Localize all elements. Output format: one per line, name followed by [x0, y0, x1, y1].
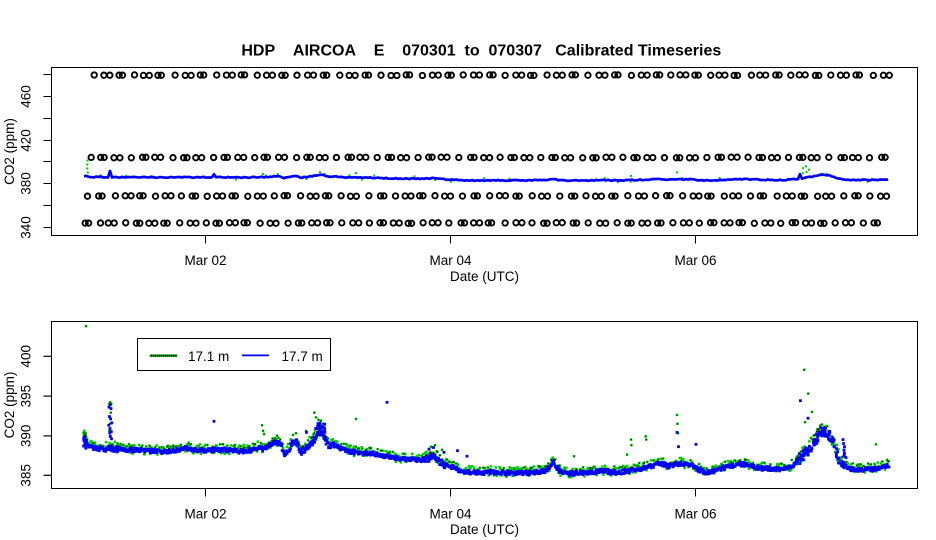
svg-text:390: 390 — [19, 425, 34, 448]
svg-text:17.1 m: 17.1 m — [188, 349, 229, 364]
svg-text:Mar 04: Mar 04 — [429, 253, 472, 268]
svg-text:CO2 (ppm): CO2 (ppm) — [2, 372, 17, 439]
svg-text:17.7 m: 17.7 m — [282, 349, 323, 364]
svg-text:380: 380 — [19, 172, 34, 195]
svg-text:HDP AIRCOA E 070301: HDP AIRCOA E 070301 to 070307 Calibrated… — [241, 43, 721, 60]
svg-text:Mar 02: Mar 02 — [184, 253, 226, 268]
svg-text:Date (UTC): Date (UTC) — [450, 269, 519, 284]
svg-text:CO2 (ppm): CO2 (ppm) — [2, 118, 17, 185]
svg-text:460: 460 — [19, 85, 34, 108]
svg-text:Date (UTC): Date (UTC) — [450, 522, 519, 537]
svg-text:Mar 04: Mar 04 — [429, 507, 472, 522]
svg-text:420: 420 — [19, 129, 34, 152]
svg-text:385: 385 — [19, 464, 34, 487]
svg-text:Mar 06: Mar 06 — [674, 507, 716, 522]
svg-text:400: 400 — [19, 345, 34, 368]
svg-text:Mar 02: Mar 02 — [184, 507, 226, 522]
svg-text:Mar 06: Mar 06 — [674, 253, 716, 268]
svg-text:340: 340 — [19, 216, 34, 239]
svg-text:395: 395 — [19, 385, 34, 408]
